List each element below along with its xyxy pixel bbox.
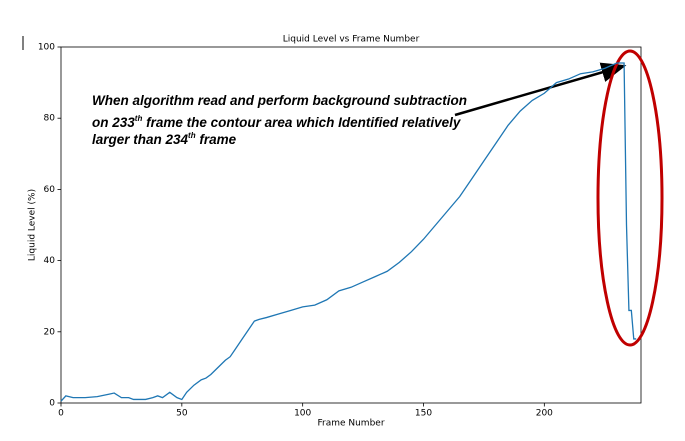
annotation-arrow <box>454 62 627 117</box>
annotation-line: larger than 234th frame <box>92 131 237 147</box>
highlight-ellipse <box>596 49 664 347</box>
x-tick-label: 150 <box>415 409 432 419</box>
superscript: th <box>188 131 196 140</box>
y-tick-label: 20 <box>44 327 56 337</box>
annotation-text: When algorithm read and perform backgrou… <box>92 93 467 108</box>
y-tick-label: 40 <box>44 256 56 266</box>
annotation-text: on 233 <box>92 115 135 130</box>
annotation-text: larger than 234 <box>92 132 189 147</box>
x-tick-label: 100 <box>294 409 311 419</box>
y-tick-label: 100 <box>38 43 55 53</box>
chart-title: Liquid Level vs Frame Number <box>283 35 420 45</box>
data-line <box>60 62 637 402</box>
y-tick-label: 80 <box>44 114 56 124</box>
x-axis-title: Frame Number <box>317 419 384 429</box>
annotation-line: When algorithm read and perform backgrou… <box>92 93 467 108</box>
annotation-text: frame the contour area which Identified … <box>142 115 462 130</box>
y-axis-title: Liquid Level (%) <box>28 189 38 261</box>
y-tick-label: 0 <box>49 399 55 409</box>
superscript: th <box>135 114 143 123</box>
x-tick-label: 200 <box>536 409 553 419</box>
x-tick-label: 0 <box>58 409 64 419</box>
plot-frame <box>60 46 642 404</box>
annotation: When algorithm read and perform backgrou… <box>92 93 467 147</box>
y-tick-label: 60 <box>44 185 56 195</box>
annotation-text: frame <box>196 132 237 147</box>
x-tick-label: 50 <box>176 409 188 419</box>
annotation-line: on 233th frame the contour area which Id… <box>92 114 462 130</box>
